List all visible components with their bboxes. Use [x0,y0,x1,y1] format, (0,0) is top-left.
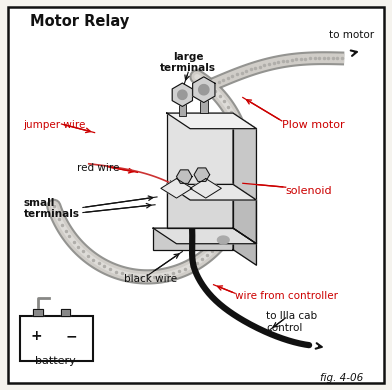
Text: large
terminals: large terminals [160,51,216,73]
Text: wire from controller: wire from controller [235,291,338,301]
Polygon shape [233,184,256,244]
Polygon shape [167,113,256,129]
Text: battery: battery [35,356,76,366]
Polygon shape [233,113,256,244]
Polygon shape [178,90,187,99]
Polygon shape [33,309,43,316]
Polygon shape [190,179,221,198]
Polygon shape [167,184,256,200]
Polygon shape [194,168,210,181]
Text: black wire: black wire [124,274,177,284]
Bar [200,90,208,113]
Text: +: + [30,329,42,343]
Bar [153,228,233,250]
Bar [167,184,233,228]
Text: solenoid: solenoid [286,186,332,196]
Polygon shape [153,228,256,244]
Polygon shape [61,309,70,316]
Text: jumper wire: jumper wire [24,120,86,130]
Polygon shape [218,236,229,244]
Text: Plow motor: Plow motor [282,120,345,130]
Polygon shape [176,170,192,183]
Bar [167,113,233,228]
Polygon shape [233,228,256,265]
Text: to IIIa cab
control: to IIIa cab control [266,311,318,333]
Text: small
terminals: small terminals [24,198,80,220]
Polygon shape [172,83,192,106]
Polygon shape [199,85,209,95]
Text: Motor Relay: Motor Relay [30,14,129,29]
Text: to motor: to motor [328,30,374,40]
Text: red wire: red wire [77,163,120,173]
Text: fig. 4-06: fig. 4-06 [320,373,364,383]
Bar [20,316,93,361]
Polygon shape [192,77,215,103]
Text: −: − [65,329,77,343]
Polygon shape [161,179,192,198]
Bar [179,95,186,116]
